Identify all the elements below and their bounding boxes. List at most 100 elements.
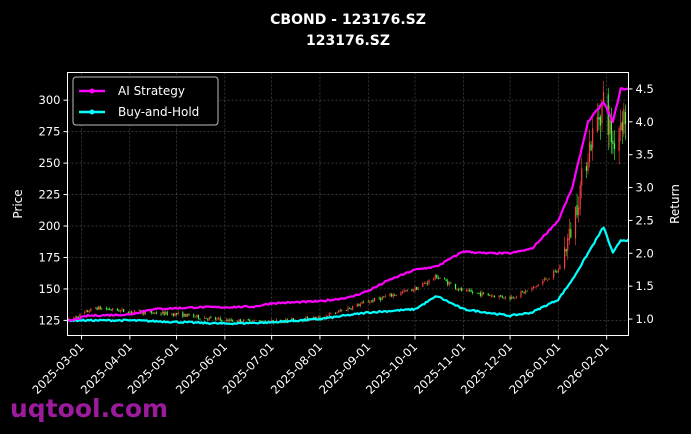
legend-label-buy-and-hold: Buy-and-Hold bbox=[118, 105, 199, 119]
candle-body bbox=[405, 290, 407, 292]
candle-body bbox=[401, 291, 404, 293]
legend-marker-buy-and-hold bbox=[89, 109, 95, 115]
candle-body bbox=[336, 312, 338, 314]
candle-body bbox=[588, 142, 591, 163]
candle-body bbox=[514, 297, 516, 299]
candle-body bbox=[521, 291, 524, 292]
candle-body bbox=[448, 282, 450, 285]
candle-body bbox=[149, 311, 151, 313]
candle-body bbox=[610, 118, 612, 143]
candle-body bbox=[166, 311, 168, 315]
candle-body bbox=[411, 289, 413, 292]
candle-body bbox=[509, 296, 511, 300]
candle-body bbox=[445, 279, 447, 282]
candle-body bbox=[85, 310, 87, 312]
y-axis-label: Price bbox=[11, 189, 25, 218]
candle-body bbox=[328, 313, 330, 317]
candle-body bbox=[345, 310, 348, 311]
candle-body bbox=[129, 311, 131, 314]
candle-body bbox=[574, 207, 577, 239]
candle-body bbox=[395, 294, 397, 296]
candle-body bbox=[356, 303, 358, 307]
candle-body bbox=[618, 128, 620, 151]
y-tick-label: 175 bbox=[39, 250, 61, 264]
legend-label-ai-strategy: AI Strategy bbox=[118, 84, 185, 98]
candle-body bbox=[182, 312, 184, 317]
candle-body bbox=[476, 292, 478, 294]
candle-body bbox=[152, 312, 154, 314]
candle-body bbox=[185, 313, 187, 317]
series-lines bbox=[67, 87, 630, 326]
candle-body bbox=[579, 185, 581, 209]
candle-body bbox=[133, 310, 136, 312]
candle-body bbox=[99, 306, 101, 310]
candle-body bbox=[110, 309, 112, 311]
y-tick-label: 250 bbox=[39, 156, 61, 170]
candle-body bbox=[232, 320, 234, 322]
y-tick-label: 275 bbox=[39, 125, 61, 139]
candle-body bbox=[90, 308, 92, 312]
series-line-buy-and-hold bbox=[67, 226, 630, 326]
candle-body bbox=[623, 108, 625, 135]
candle-body bbox=[548, 278, 550, 280]
candle-body bbox=[339, 310, 341, 312]
candle-body bbox=[621, 121, 623, 131]
candle-body bbox=[554, 270, 556, 272]
candle-body bbox=[613, 143, 616, 150]
candle-body bbox=[96, 307, 98, 310]
candle-body bbox=[487, 293, 489, 296]
candle-body bbox=[587, 161, 589, 171]
y2-axis-label: Return bbox=[668, 184, 682, 224]
candle-body bbox=[369, 301, 371, 303]
candle-body bbox=[161, 311, 164, 314]
candle-body bbox=[609, 119, 611, 135]
candle-body bbox=[123, 308, 125, 312]
y-tick-label: 225 bbox=[39, 188, 61, 202]
candle-body bbox=[271, 320, 273, 322]
candle-body bbox=[434, 274, 436, 279]
chart-subtitle: 123176.SZ bbox=[306, 33, 390, 49]
candle-body bbox=[581, 168, 583, 186]
candle-body bbox=[512, 296, 514, 298]
candle-body bbox=[112, 308, 114, 310]
candle-body bbox=[199, 318, 201, 320]
candle-body bbox=[378, 297, 380, 299]
candle-body bbox=[88, 311, 90, 313]
candle-body bbox=[542, 280, 544, 285]
candle-body bbox=[523, 291, 525, 294]
candle-body bbox=[219, 318, 221, 320]
candle-body bbox=[458, 289, 460, 291]
candle-body bbox=[177, 312, 179, 315]
candle-body bbox=[568, 228, 570, 241]
candle-body bbox=[175, 313, 178, 315]
candle-body bbox=[341, 310, 343, 311]
candle-body bbox=[428, 279, 430, 284]
candle-body bbox=[479, 292, 482, 296]
candle-body bbox=[239, 319, 242, 323]
candle-body bbox=[194, 316, 196, 318]
candle-body bbox=[183, 313, 185, 317]
candle-body bbox=[482, 292, 485, 294]
candle-body bbox=[456, 289, 458, 290]
candle-body bbox=[98, 306, 100, 310]
candle-body bbox=[132, 311, 134, 314]
y2-tick-label: 4.0 bbox=[636, 115, 654, 129]
candle-body bbox=[470, 290, 472, 292]
candle-body bbox=[498, 295, 500, 298]
candle-body bbox=[119, 310, 122, 312]
candle-body bbox=[372, 300, 374, 302]
candle-body bbox=[160, 313, 162, 315]
candle-body bbox=[532, 286, 535, 289]
candle-body bbox=[316, 317, 318, 319]
candle-body bbox=[352, 306, 354, 310]
candle-body bbox=[253, 320, 256, 322]
candle-body bbox=[490, 295, 492, 297]
candle-body bbox=[319, 316, 321, 319]
candle-body bbox=[373, 297, 376, 302]
candle-body bbox=[478, 292, 480, 294]
candle-body bbox=[77, 317, 80, 318]
y-tick-label: 125 bbox=[39, 313, 61, 327]
candle-body bbox=[468, 290, 471, 292]
candle-body bbox=[108, 308, 111, 310]
candle-body bbox=[347, 307, 349, 311]
